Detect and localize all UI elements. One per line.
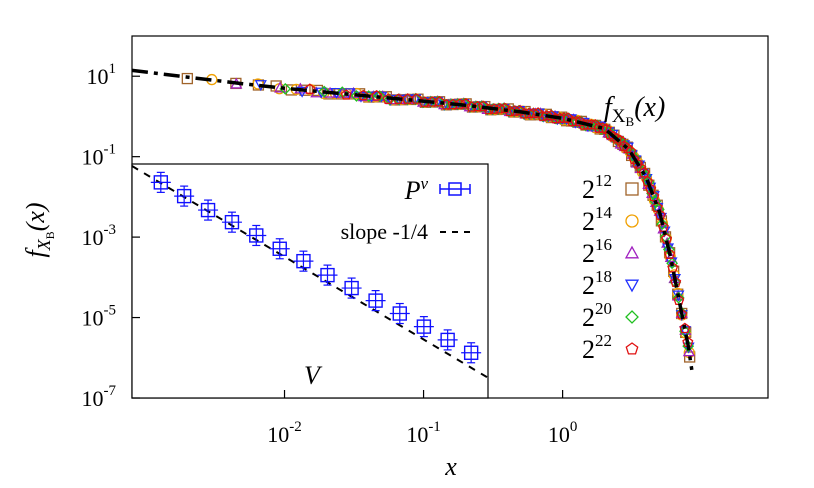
point-22-2 — [357, 89, 369, 101]
legend-marker-20 — [625, 310, 639, 324]
point-16-70 — [682, 345, 696, 357]
inset-legend-pv-label: Pv — [404, 174, 429, 205]
y-label-sub: X — [34, 238, 54, 251]
inset-legend-pv-marker — [439, 182, 471, 196]
point-22-56 — [638, 166, 650, 178]
point-12-0 — [181, 72, 193, 85]
point-12-70 — [684, 351, 696, 363]
curve-label: fXB(x) — [604, 92, 665, 129]
point-22-55 — [635, 162, 647, 174]
x-tick-label-0: 10-2 — [267, 419, 302, 447]
legend-label-16: 216 — [582, 235, 612, 268]
point-20-1 — [318, 85, 331, 98]
y-label-f: f — [21, 247, 50, 258]
point-22-10 — [433, 95, 445, 107]
y-tick-label-1: 10-1 — [82, 142, 117, 170]
point-22-60 — [651, 201, 663, 212]
point-22-13 — [454, 98, 466, 109]
legend-label-20: 220 — [582, 299, 612, 332]
inset-point-6 — [293, 250, 314, 272]
inset-point-13 — [461, 342, 482, 364]
inset-layer — [132, 165, 488, 379]
point-22-24 — [514, 105, 526, 116]
legend-marker-14 — [625, 214, 639, 228]
x-axis-label: x — [444, 452, 457, 481]
legend-marker-16 — [624, 245, 640, 259]
inset-point-11 — [413, 316, 434, 338]
point-22-1 — [340, 89, 352, 100]
point-12-6 — [311, 84, 324, 97]
y-axis-label: fXB(x) — [21, 202, 57, 257]
y-axis-ticks: 101 10-1 10-3 10-5 10-7 — [82, 61, 140, 411]
point-20-53 — [625, 147, 637, 159]
x-axis-ticks: 10-2 10-1 100 — [267, 390, 577, 447]
inset-point-2 — [198, 199, 219, 221]
inset-x-label: V — [304, 361, 323, 390]
point-22-65 — [667, 262, 679, 273]
inset-point-1 — [174, 185, 195, 207]
svg-text:fXB(x): fXB(x) — [21, 202, 57, 257]
point-22-53 — [628, 153, 640, 165]
y-label-subsub: B — [43, 231, 57, 239]
inset-point-8 — [341, 277, 362, 299]
point-22-64 — [664, 248, 676, 259]
point-22-23 — [509, 105, 521, 116]
point-22-14 — [460, 97, 472, 109]
point-22-54 — [632, 158, 644, 169]
point-22-34 — [558, 112, 570, 123]
inset-point-3 — [221, 211, 242, 233]
point-20-8 — [401, 93, 414, 106]
y-tick-label-2: 10-3 — [82, 222, 117, 250]
inset-point-5 — [269, 238, 290, 260]
point-20-60 — [649, 195, 662, 208]
inset-point-7 — [317, 264, 338, 286]
point-22-21 — [499, 102, 511, 114]
y-tick-label-4: 10-7 — [82, 383, 117, 411]
x-tick-label-1: 10-1 — [406, 419, 441, 447]
y-label-tail: (x) — [21, 202, 50, 231]
inset-point-4 — [246, 224, 267, 247]
legend-marker-12 — [625, 182, 639, 196]
point-20-65 — [666, 257, 679, 270]
inset-legend-slope-label: slope -1/4 — [341, 219, 428, 244]
x-tick-label-2: 100 — [548, 419, 578, 447]
point-22-17 — [477, 100, 489, 112]
legend-marker-18 — [624, 279, 640, 293]
legend-label-18: 218 — [582, 267, 612, 300]
y-tick-label-0: 101 — [87, 61, 117, 89]
point-22-20 — [494, 102, 506, 114]
legend-label-14: 214 — [582, 203, 613, 236]
point-22-0 — [304, 83, 316, 94]
point-22-12 — [447, 98, 459, 110]
point-20-5 — [373, 90, 386, 103]
point-22-3 — [371, 89, 383, 101]
inset-point-10 — [389, 302, 410, 325]
point-22-30 — [541, 110, 553, 121]
legend-marker-22 — [625, 342, 639, 355]
point-22-69 — [679, 322, 691, 334]
inset-point-9 — [365, 290, 386, 312]
y-tick-label-3: 10-5 — [82, 303, 117, 331]
legend-label-22: 222 — [582, 331, 612, 364]
inset-legend: Pv slope -1/4 — [341, 174, 471, 244]
legend-label-12: 212 — [582, 171, 612, 204]
point-22-7 — [410, 93, 422, 104]
inset-point-0 — [150, 171, 171, 193]
point-22-37 — [570, 115, 582, 127]
point-22-27 — [528, 107, 540, 119]
point-20-67 — [672, 291, 685, 304]
point-22-59 — [648, 190, 660, 202]
point-20-62 — [656, 218, 669, 230]
inset-point-12 — [437, 329, 458, 351]
